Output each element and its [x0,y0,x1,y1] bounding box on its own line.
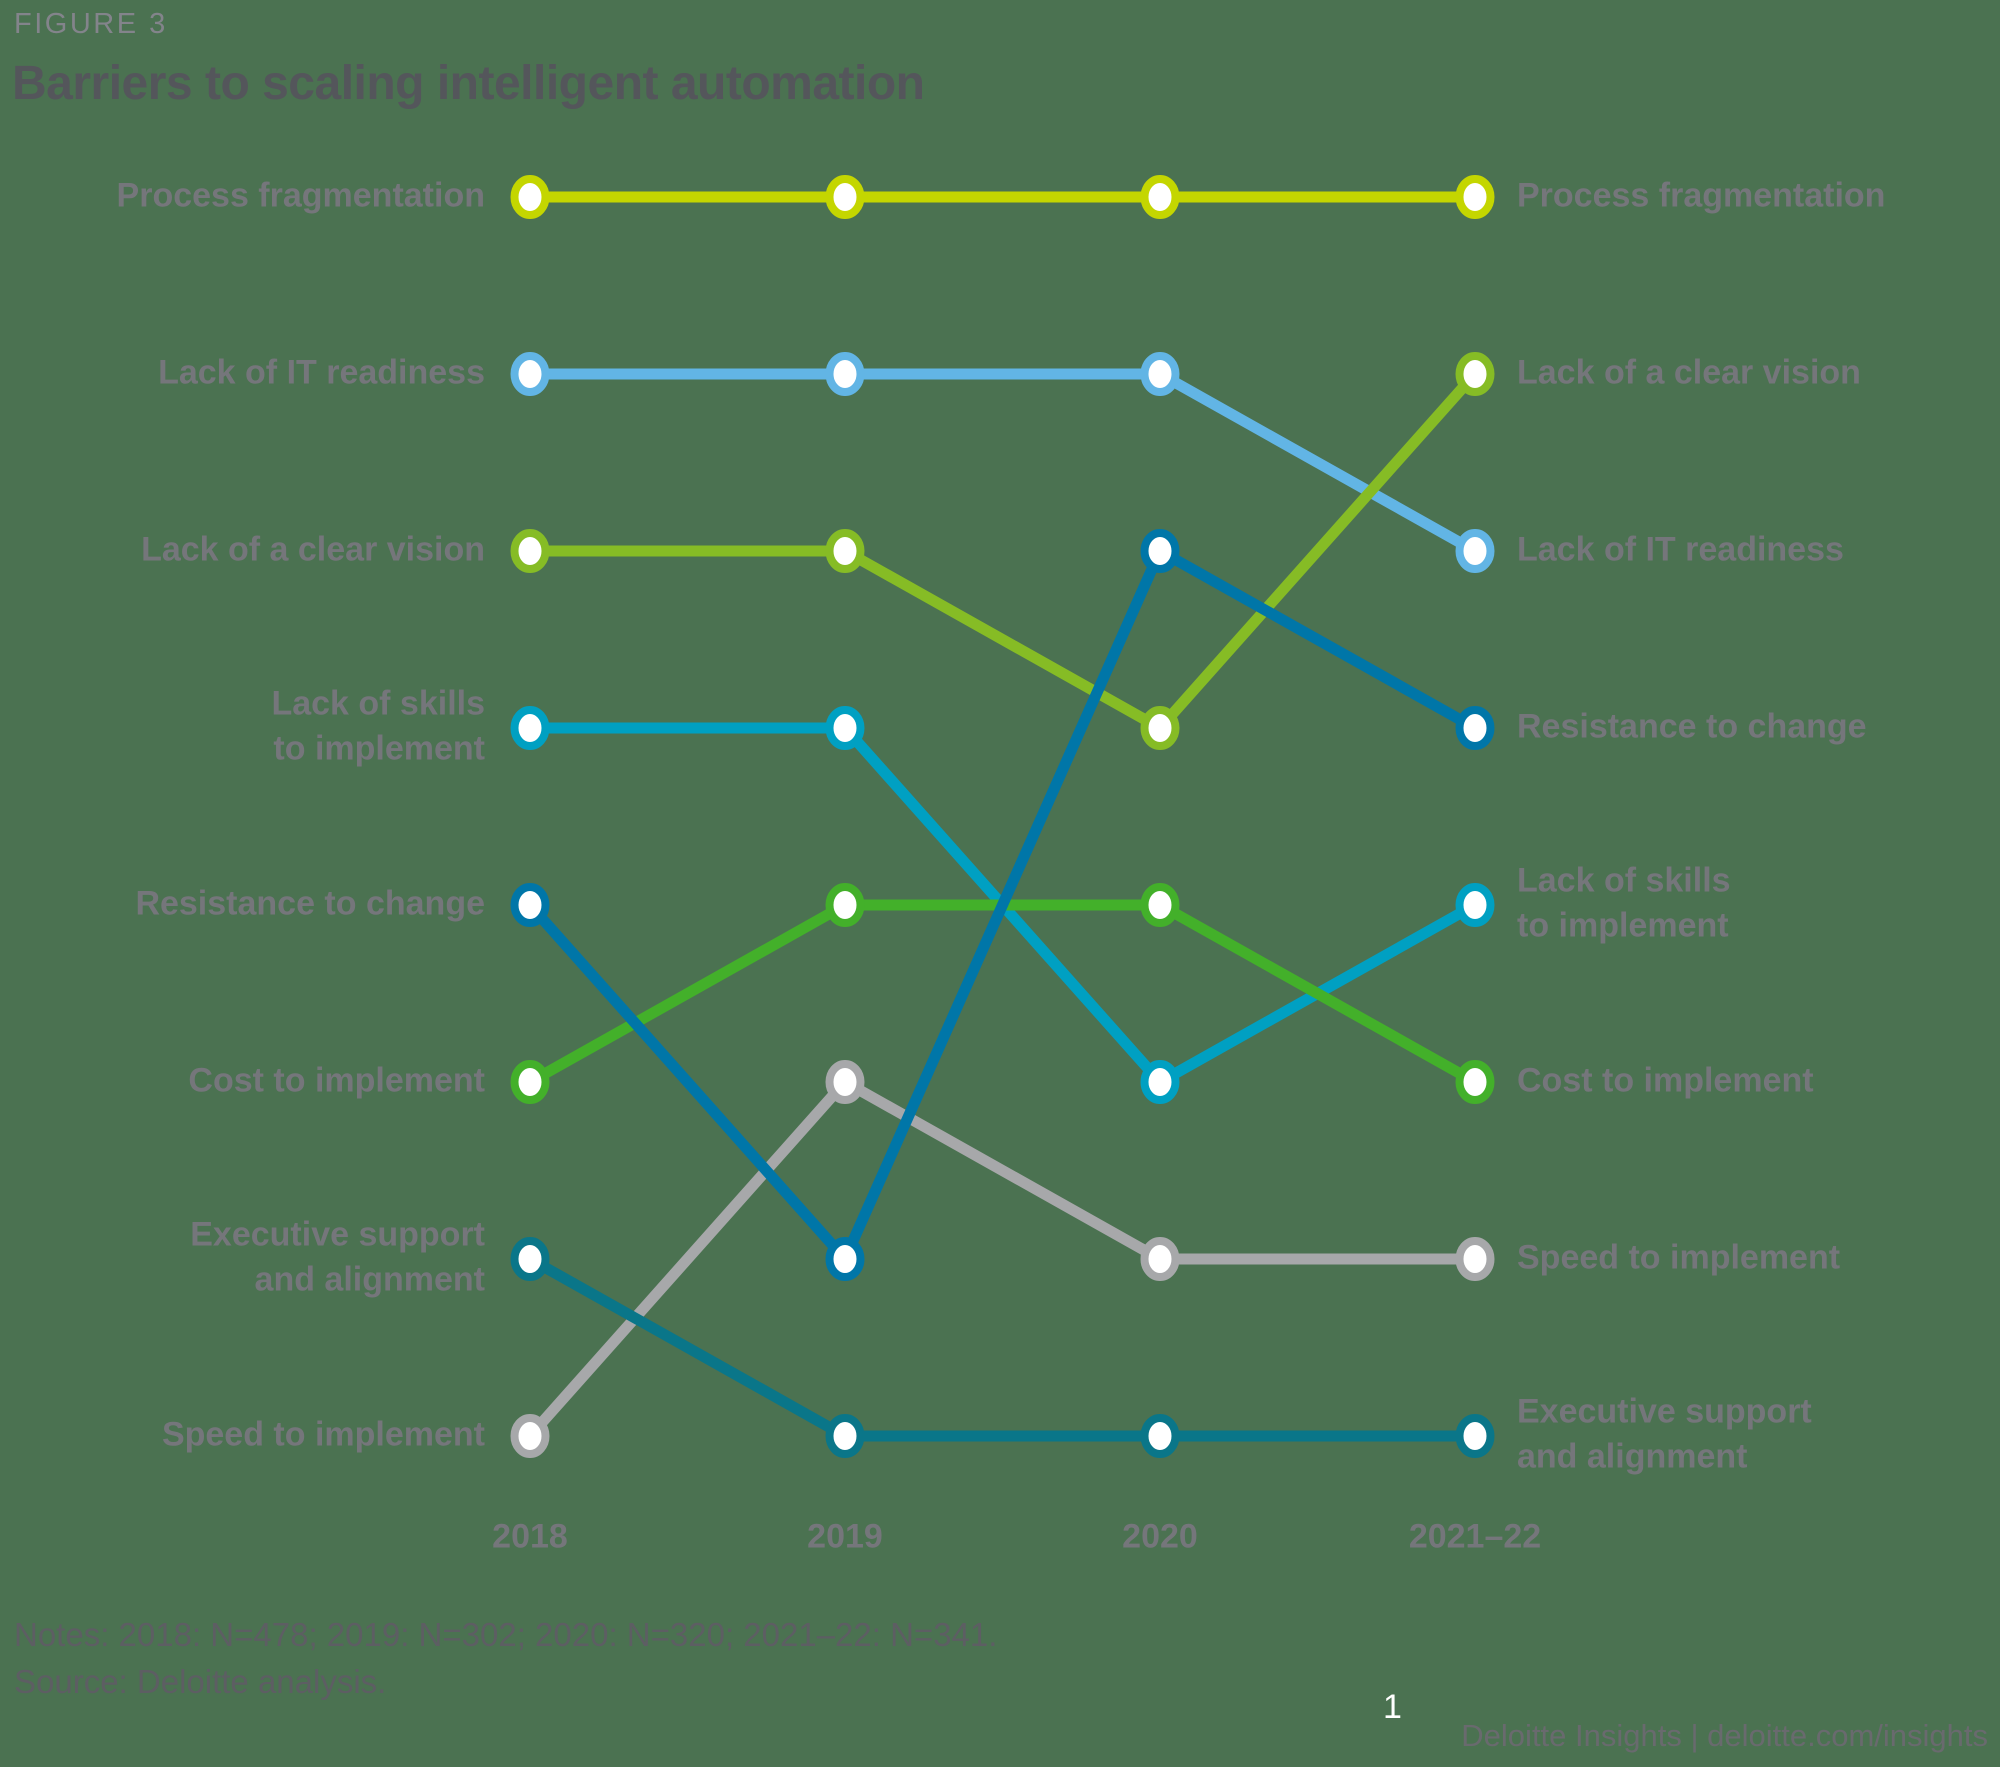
marker-lack-of-a-clear-vision-2018 [510,529,550,573]
marker-lack-of-a-clear-vision-2019 [825,529,865,573]
right-label-lack-of-skills-to-implement: Lack of skills to implement [1517,861,1731,945]
marker-cost-to-implement-2019 [825,883,865,927]
series-line-lack-of-a-clear-vision [530,370,1480,735]
marker-executive-support-and-alignment-2019 [825,1414,865,1458]
left-label-cost-to-implement: Cost to implement [188,1061,485,1100]
marker-resistance-to-change-2020 [1140,529,1180,573]
right-label-lack-of-a-clear-vision: Lack of a clear vision [1517,353,1861,392]
page-number: 1 [1383,1688,1402,1726]
marker-resistance-to-change-2018 [510,883,550,927]
marker-lack-of-skills-to-implement-2021–22 [1455,883,1495,927]
marker-executive-support-and-alignment-2020 [1140,1414,1180,1458]
left-label-process-fragmentation: Process fragmentation [116,176,485,215]
marker-cost-to-implement-2018 [510,1060,550,1104]
marker-resistance-to-change-2021–22 [1455,706,1495,750]
x-axis-label-2019: 2019 [807,1517,883,1556]
marker-lack-of-it-readiness-2021–22 [1455,529,1495,573]
series-line-resistance-to-change [525,543,1478,1270]
marker-resistance-to-change-2019 [825,1237,865,1281]
right-label-resistance-to-change: Resistance to change [1517,707,1867,746]
left-label-executive-support-and-alignment: Executive support and alignment [190,1215,485,1299]
marker-executive-support-and-alignment-2021–22 [1455,1414,1495,1458]
left-label-resistance-to-change: Resistance to change [135,884,485,923]
marker-speed-to-implement-2020 [1140,1237,1180,1281]
footer-credit: Deloitte Insights | deloitte.com/insight… [1461,1718,1988,1753]
left-label-lack-of-it-readiness: Lack of IT readiness [158,353,485,392]
x-axis-label-2018: 2018 [492,1517,568,1556]
x-axis-label-2020: 2020 [1122,1517,1198,1556]
marker-lack-of-it-readiness-2019 [825,352,865,396]
right-label-cost-to-implement: Cost to implement [1517,1061,1814,1100]
marker-process-fragmentation-2018 [510,175,550,219]
chart-notes: Notes: 2018: N=478; 2019: N=302; 2020: N… [14,1616,998,1700]
right-label-lack-of-it-readiness: Lack of IT readiness [1517,530,1844,569]
marker-process-fragmentation-2019 [825,175,865,219]
marker-lack-of-skills-to-implement-2020 [1140,1060,1180,1104]
series-line-executive-support-and-alignment [527,1254,1475,1442]
right-label-executive-support-and-alignment: Executive support and alignment [1517,1392,1812,1476]
marker-cost-to-implement-2020 [1140,883,1180,927]
marker-cost-to-implement-2021–22 [1455,1060,1495,1104]
marker-process-fragmentation-2020 [1140,175,1180,219]
marker-speed-to-implement-2018 [510,1414,550,1458]
marker-process-fragmentation-2021–22 [1455,175,1495,219]
marker-lack-of-it-readiness-2020 [1140,352,1180,396]
series-line-speed-to-implement [525,1075,1475,1440]
left-label-speed-to-implement: Speed to implement [161,1415,485,1454]
marker-lack-of-a-clear-vision-2021–22 [1455,352,1495,396]
left-label-lack-of-skills-to-implement: Lack of skills to implement [271,684,485,768]
marker-lack-of-it-readiness-2018 [510,352,550,396]
right-label-speed-to-implement: Speed to implement [1517,1238,1841,1277]
marker-speed-to-implement-2019 [825,1060,865,1104]
series-line-cost-to-implement [527,899,1478,1087]
left-label-lack-of-a-clear-vision: Lack of a clear vision [141,530,485,569]
figure-label: FIGURE 3 [14,8,168,40]
marker-executive-support-and-alignment-2018 [510,1237,550,1281]
marker-lack-of-skills-to-implement-2019 [825,706,865,750]
marker-lack-of-skills-to-implement-2018 [510,706,550,750]
right-label-process-fragmentation: Process fragmentation [1517,176,1886,215]
marker-speed-to-implement-2021–22 [1455,1237,1495,1281]
x-axis-label-2021–22: 2021–22 [1408,1517,1542,1556]
page-title: Barriers to scaling intelligent automati… [12,57,925,110]
series-line-lack-of-it-readiness [530,368,1478,556]
marker-lack-of-a-clear-vision-2020 [1140,706,1180,750]
